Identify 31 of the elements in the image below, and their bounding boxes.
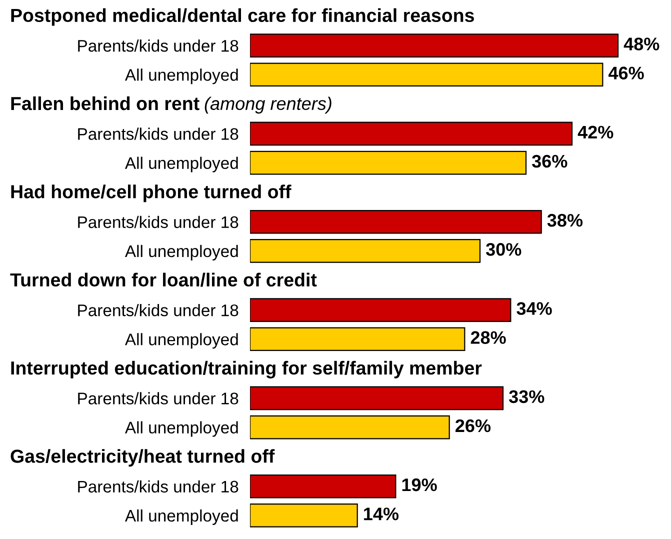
data-label: 36%	[532, 154, 568, 168]
chart-title: Fallen behind on rent	[11, 96, 200, 110]
chart-title: Turned down for loan/line of credit	[10, 272, 317, 287]
data-label: 48%	[624, 38, 660, 50]
y-tick-label: Parents/kids under 18	[78, 304, 238, 316]
chart-title: Postponed medical/dental care for financial reasons	[11, 8, 474, 26]
data-label: 46%	[608, 66, 644, 80]
chart-subtitle: (among renters)	[204, 96, 332, 114]
chart-title: Gas/electricity/heat turned off	[10, 449, 275, 467]
data-label: 42%	[578, 126, 614, 139]
y-tick-label: All unemployed	[124, 509, 238, 525]
y-tick-label: Parents/kids under 18	[78, 216, 238, 228]
y-tick-label: Parents/kids under 18	[78, 128, 238, 140]
data-label: 33%	[508, 390, 544, 404]
y-tick-label: All unemployed	[124, 68, 238, 84]
chart-title: Interrupted education/training for self/family member	[11, 360, 482, 378]
data-label: 26%	[456, 419, 491, 432]
y-tick-label: All unemployed	[124, 421, 238, 437]
data-label: 38%	[547, 214, 583, 227]
y-tick-label: All unemployed	[124, 156, 238, 172]
y-tick-label: Parents/kids under 18	[78, 480, 238, 493]
y-tick-label: All unemployed	[124, 333, 238, 349]
data-label: 34%	[516, 302, 552, 315]
data-label: 14%	[364, 508, 399, 520]
y-tick-label: Parents/kids under 18	[78, 40, 238, 52]
y-tick-label: Parents/kids under 18	[78, 392, 238, 404]
y-tick-label: All unemployed	[124, 244, 238, 260]
data-label: 19%	[402, 478, 437, 492]
data-label: 30%	[486, 243, 522, 256]
chart-title: Had home/cell phone turned off	[11, 184, 292, 202]
data-label: 28%	[470, 331, 506, 344]
